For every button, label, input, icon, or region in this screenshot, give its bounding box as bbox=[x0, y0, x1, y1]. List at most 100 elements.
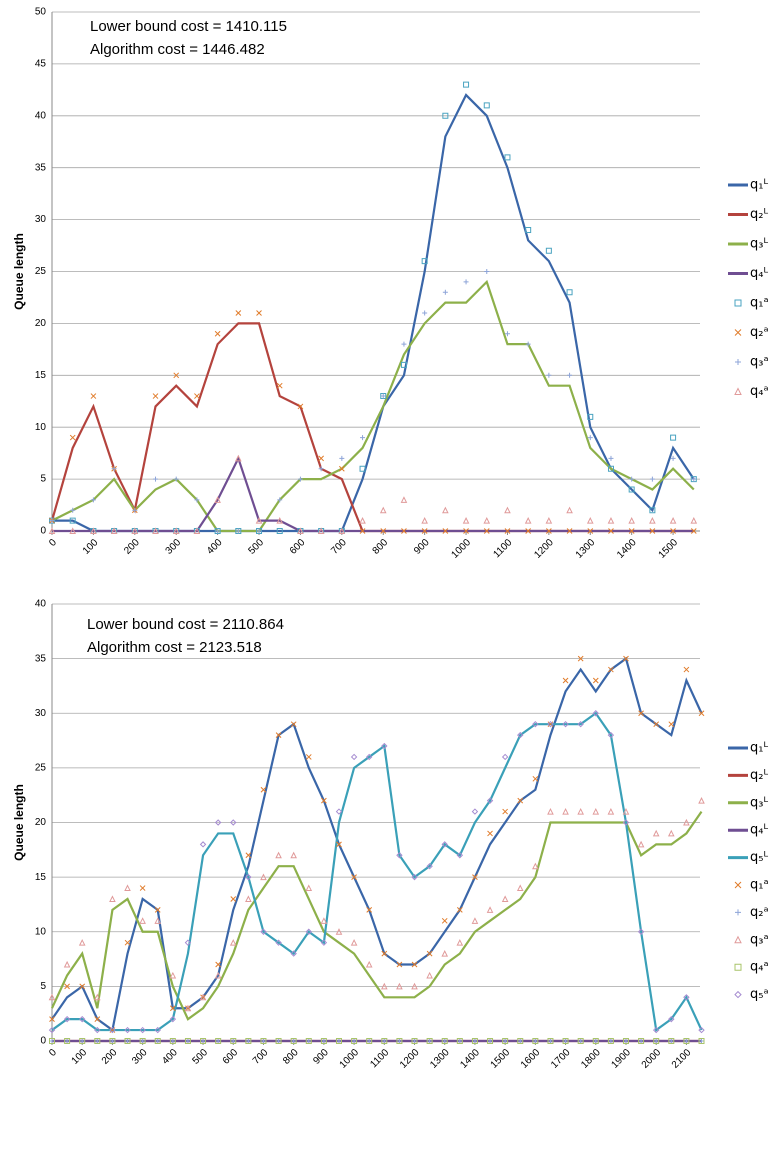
legend-label: q₅ᵃ bbox=[750, 987, 769, 1002]
data-point bbox=[139, 1038, 146, 1044]
data-point bbox=[502, 808, 509, 815]
data-point bbox=[235, 310, 242, 316]
data-point bbox=[297, 403, 304, 410]
data-point bbox=[532, 1038, 539, 1044]
data-point bbox=[276, 382, 283, 389]
data-point bbox=[124, 939, 131, 946]
data-point bbox=[172, 527, 180, 534]
data-point bbox=[173, 476, 179, 482]
data-point bbox=[245, 895, 252, 902]
data-point bbox=[321, 1038, 327, 1044]
data-point bbox=[623, 655, 629, 662]
data-point bbox=[532, 1038, 538, 1044]
x-tick-label: 400 bbox=[160, 1047, 180, 1067]
x-tick-label: 800 bbox=[281, 1047, 301, 1067]
data-point bbox=[260, 873, 267, 881]
x-tick-label: 1100 bbox=[368, 1047, 391, 1070]
data-point bbox=[185, 1038, 191, 1044]
y-tick-label: 35 bbox=[35, 162, 47, 173]
legend-label: q₂ᵃ bbox=[750, 325, 769, 340]
legend-label: q₁ᵃ bbox=[750, 878, 769, 893]
annotation: Algorithm cost = 1446.482 bbox=[90, 41, 265, 58]
x-tick-label: 700 bbox=[329, 537, 349, 557]
data-point bbox=[653, 721, 660, 728]
legend-label: q₂ᵃ bbox=[750, 905, 769, 920]
data-point bbox=[547, 1038, 553, 1044]
data-point bbox=[608, 528, 614, 534]
data-point bbox=[411, 961, 418, 968]
data-point bbox=[155, 1038, 161, 1044]
data-point bbox=[587, 435, 593, 441]
data-point bbox=[235, 454, 242, 462]
data-point bbox=[577, 1038, 584, 1044]
data-point bbox=[532, 862, 539, 870]
data-point bbox=[649, 528, 656, 534]
x-tick-label: 100 bbox=[81, 537, 101, 557]
data-point bbox=[305, 884, 313, 892]
data-point bbox=[412, 1038, 418, 1044]
data-point bbox=[622, 819, 630, 826]
legend-label: q₃ᵃ bbox=[750, 932, 769, 947]
y-tick-label: 15 bbox=[35, 370, 47, 381]
data-point bbox=[320, 1038, 327, 1044]
legend-label: q₄ᵃ bbox=[750, 960, 769, 975]
y-tick-label: 40 bbox=[35, 110, 47, 121]
data-point bbox=[291, 1038, 297, 1044]
data-point bbox=[427, 1038, 433, 1044]
x-tick-label: 300 bbox=[164, 537, 184, 557]
y-tick-label: 5 bbox=[40, 981, 46, 992]
legend-swatch bbox=[734, 963, 742, 971]
data-point bbox=[359, 528, 366, 534]
data-point bbox=[546, 372, 552, 378]
data-point bbox=[628, 486, 635, 493]
data-line bbox=[52, 93, 695, 533]
data-point bbox=[577, 807, 584, 815]
data-point bbox=[441, 841, 448, 848]
data-point bbox=[215, 961, 222, 968]
x-tick-label: 300 bbox=[130, 1047, 150, 1067]
data-point bbox=[504, 506, 511, 514]
data-point bbox=[335, 928, 343, 935]
data-point bbox=[562, 720, 569, 728]
data-point bbox=[649, 507, 656, 514]
data-point bbox=[350, 753, 358, 761]
data-point bbox=[154, 907, 161, 913]
data-point bbox=[90, 527, 97, 534]
data-point bbox=[504, 331, 510, 337]
x-tick-label: 1200 bbox=[532, 537, 556, 561]
data-point bbox=[562, 677, 569, 684]
y-axis-label: Queue length bbox=[12, 784, 26, 861]
data-point bbox=[381, 1038, 387, 1044]
x-tick-label: 200 bbox=[122, 537, 142, 557]
data-point bbox=[525, 226, 532, 233]
data-point bbox=[335, 808, 343, 815]
data-point bbox=[690, 517, 698, 524]
data-point bbox=[110, 527, 118, 534]
data-point bbox=[698, 1026, 705, 1034]
data-point bbox=[563, 1038, 569, 1044]
data-point bbox=[683, 666, 690, 673]
data-point bbox=[214, 330, 221, 337]
data-point bbox=[109, 1026, 116, 1034]
data-point bbox=[400, 496, 408, 503]
data-point bbox=[200, 1038, 206, 1044]
data-point bbox=[622, 807, 630, 815]
data-point bbox=[638, 1038, 644, 1044]
data-point bbox=[140, 1038, 146, 1044]
legend-label: q₁ᴸ bbox=[750, 178, 768, 193]
data-point bbox=[471, 1038, 478, 1044]
x-tick-label: 500 bbox=[190, 1047, 210, 1067]
y-tick-label: 15 bbox=[35, 872, 47, 883]
data-point bbox=[517, 731, 524, 739]
data-point bbox=[487, 1038, 494, 1044]
data-point bbox=[462, 517, 470, 524]
data-point bbox=[131, 527, 139, 534]
data-point bbox=[411, 982, 418, 990]
data-point bbox=[69, 517, 76, 524]
data-point bbox=[320, 939, 328, 946]
data-point bbox=[380, 982, 388, 990]
data-point bbox=[256, 310, 262, 316]
data-point bbox=[441, 917, 448, 924]
data-point bbox=[184, 939, 192, 946]
data-point bbox=[698, 1038, 705, 1044]
